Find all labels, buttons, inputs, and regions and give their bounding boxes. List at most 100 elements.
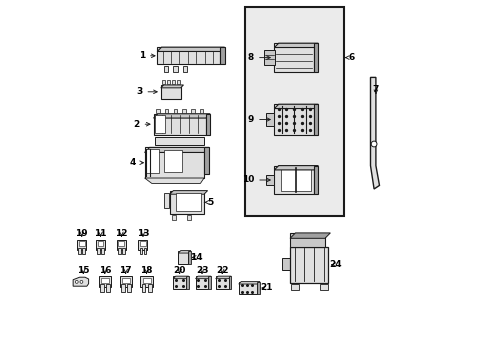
Bar	[78, 248, 81, 254]
Polygon shape	[178, 251, 190, 253]
Bar	[266, 175, 274, 185]
Bar	[118, 240, 124, 246]
Bar	[140, 276, 152, 287]
Bar	[238, 282, 257, 294]
Text: 21: 21	[259, 284, 272, 292]
Polygon shape	[220, 47, 224, 64]
Polygon shape	[257, 282, 260, 294]
Bar	[169, 191, 203, 214]
Bar	[280, 169, 311, 191]
Bar	[274, 43, 313, 72]
Polygon shape	[215, 276, 231, 279]
Bar	[98, 240, 103, 246]
Bar	[144, 148, 203, 178]
Bar	[77, 240, 86, 249]
Bar	[173, 66, 177, 72]
Bar	[290, 284, 298, 290]
Bar	[319, 284, 327, 290]
Circle shape	[75, 280, 78, 283]
Text: 10: 10	[242, 175, 270, 184]
Text: 2: 2	[133, 120, 150, 129]
Bar	[156, 109, 160, 113]
Bar	[141, 284, 145, 292]
Bar	[178, 251, 188, 264]
Text: 18: 18	[140, 266, 153, 275]
Bar	[106, 284, 110, 292]
Bar	[138, 240, 147, 249]
Text: 12: 12	[115, 229, 127, 238]
Text: 13: 13	[137, 229, 149, 238]
Bar	[173, 276, 186, 289]
Polygon shape	[370, 77, 379, 189]
Bar	[99, 276, 111, 287]
Text: 8: 8	[247, 53, 270, 62]
Circle shape	[370, 141, 376, 147]
Bar	[100, 284, 103, 292]
Polygon shape	[188, 251, 190, 264]
Bar	[164, 109, 168, 113]
Bar	[186, 215, 190, 220]
Text: 16: 16	[99, 266, 111, 275]
Text: 22: 22	[216, 266, 228, 275]
Text: 1: 1	[139, 51, 155, 60]
Bar	[290, 247, 327, 283]
Bar	[121, 284, 124, 292]
Text: 23: 23	[195, 266, 208, 275]
Text: 5: 5	[204, 198, 213, 207]
Text: 7: 7	[372, 85, 378, 94]
Polygon shape	[157, 47, 224, 51]
Polygon shape	[205, 114, 210, 135]
Bar	[155, 115, 165, 133]
Bar	[145, 149, 159, 172]
Bar	[166, 80, 169, 84]
Bar	[82, 248, 85, 254]
Bar	[157, 47, 220, 64]
Polygon shape	[238, 282, 260, 284]
Text: 20: 20	[173, 266, 185, 275]
Polygon shape	[144, 148, 208, 153]
Text: 9: 9	[247, 115, 270, 124]
Text: 14: 14	[189, 253, 202, 262]
Polygon shape	[274, 104, 318, 109]
Bar	[101, 278, 108, 283]
Bar	[282, 258, 290, 270]
Bar	[264, 50, 274, 65]
Polygon shape	[161, 85, 183, 88]
Text: 19: 19	[75, 229, 88, 238]
Polygon shape	[169, 190, 207, 194]
Bar	[244, 7, 344, 216]
Polygon shape	[208, 276, 211, 289]
Bar	[274, 104, 313, 135]
Bar	[173, 109, 177, 113]
Polygon shape	[274, 43, 318, 48]
Text: 17: 17	[119, 266, 132, 275]
Polygon shape	[73, 277, 88, 286]
Bar	[126, 284, 130, 292]
Bar	[215, 276, 228, 289]
Bar	[101, 248, 103, 254]
Bar	[147, 284, 151, 292]
Bar	[191, 109, 194, 113]
Bar	[161, 85, 180, 99]
Bar	[153, 114, 205, 135]
Bar	[176, 80, 179, 84]
Bar	[266, 113, 274, 126]
Bar	[155, 137, 203, 145]
Bar	[172, 215, 176, 220]
Text: 3: 3	[136, 87, 157, 96]
Bar	[199, 109, 203, 113]
Bar	[163, 193, 168, 208]
Bar	[171, 80, 174, 84]
Polygon shape	[313, 104, 318, 135]
Polygon shape	[186, 276, 188, 289]
Polygon shape	[228, 276, 231, 289]
Bar	[176, 193, 201, 211]
Bar	[97, 248, 100, 254]
Text: 15: 15	[77, 266, 89, 275]
Polygon shape	[203, 148, 208, 174]
Bar	[117, 240, 125, 249]
Polygon shape	[153, 114, 210, 118]
Bar	[140, 248, 142, 254]
Bar	[274, 166, 313, 194]
Bar	[118, 248, 121, 254]
